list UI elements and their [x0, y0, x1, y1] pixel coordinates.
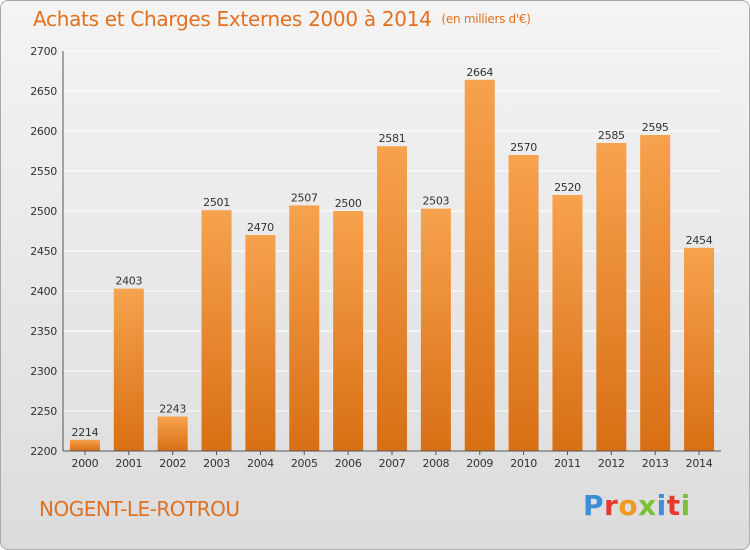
bar-2001: [113, 288, 144, 451]
x-tick-label: 2012: [598, 457, 625, 470]
bar-2011: [552, 195, 583, 451]
data-label: 2500: [335, 197, 362, 210]
chart-unit: (en milliers d'€): [441, 12, 531, 26]
bar-2014: [684, 247, 715, 451]
data-label: 2585: [598, 129, 625, 142]
y-tick-label: 2550: [30, 165, 57, 178]
y-tick-label: 2500: [30, 205, 57, 218]
bar-2004: [245, 235, 276, 451]
y-tick-label: 2600: [30, 125, 57, 138]
x-tick-label: 2011: [554, 457, 581, 470]
chart-title: Achats et Charges Externes 2000 à 2014 (e…: [33, 7, 531, 31]
bar-2008: [420, 208, 451, 451]
logo-letter: i: [656, 489, 667, 522]
data-label: 2214: [72, 426, 99, 439]
x-tick-label: 2006: [335, 457, 362, 470]
x-tick-label: 2003: [203, 457, 230, 470]
y-tick-label: 2700: [30, 45, 57, 58]
bar-2012: [596, 143, 627, 451]
x-tick-label: 2010: [510, 457, 537, 470]
bar-2007: [377, 146, 407, 451]
bar-2005: [289, 205, 320, 451]
data-label: 2403: [115, 275, 142, 288]
city-name: NOGENT-LE-ROTROU: [39, 497, 240, 521]
axes: [62, 51, 721, 455]
x-tick-label: 2004: [247, 457, 274, 470]
data-label: 2581: [379, 132, 406, 145]
x-tick-label: 2007: [379, 457, 406, 470]
data-label: 2664: [466, 66, 493, 79]
logo-letter: t: [666, 489, 681, 522]
y-tick-label: 2200: [30, 445, 57, 458]
x-tick-label: 2008: [422, 457, 449, 470]
chart-title-text: Achats et Charges Externes 2000 à 2014: [33, 7, 432, 31]
bar-2013: [640, 135, 671, 451]
bar-2009: [464, 79, 495, 452]
bar-2000: [69, 439, 100, 451]
data-label: 2501: [203, 196, 230, 209]
x-tick-label: 2002: [159, 457, 186, 470]
bar-2010: [508, 155, 539, 451]
data-label: 2243: [159, 403, 186, 416]
x-tick-label: 2014: [686, 457, 713, 470]
data-label: 2507: [291, 191, 318, 204]
labels: 2200 2250 2300 2350 2400 2450 2500 2550 2600 2650…: [30, 45, 713, 470]
y-tick-label: 2450: [30, 245, 57, 258]
logo-letter: x: [638, 489, 657, 522]
y-tick-label: 2650: [30, 85, 57, 98]
data-label: 2595: [642, 121, 669, 134]
x-tick-label: 2000: [72, 457, 99, 470]
logo-letter: P: [583, 489, 605, 522]
bar-2006: [333, 211, 364, 451]
bar-2003: [201, 210, 232, 451]
x-tick-label: 2001: [115, 457, 142, 470]
y-tick-label: 2400: [30, 285, 57, 298]
x-tick-label: 2009: [466, 457, 493, 470]
data-label: 2520: [554, 181, 581, 194]
data-label: 2454: [686, 234, 713, 247]
data-label: 2503: [422, 195, 449, 208]
bars: [69, 79, 715, 452]
y-tick-label: 2250: [30, 405, 57, 418]
data-label: 2570: [510, 141, 537, 154]
data-label: 2470: [247, 221, 274, 234]
x-tick-label: 2013: [642, 457, 669, 470]
logo-letter: o: [618, 489, 639, 522]
bar-2002: [157, 416, 188, 451]
proxiti-logo: Proxiti: [583, 489, 691, 522]
logo-letter: i: [680, 489, 691, 522]
logo-letter: r: [604, 489, 619, 522]
y-tick-label: 2350: [30, 325, 57, 338]
x-tick-label: 2005: [291, 457, 318, 470]
y-tick-label: 2300: [30, 365, 57, 378]
